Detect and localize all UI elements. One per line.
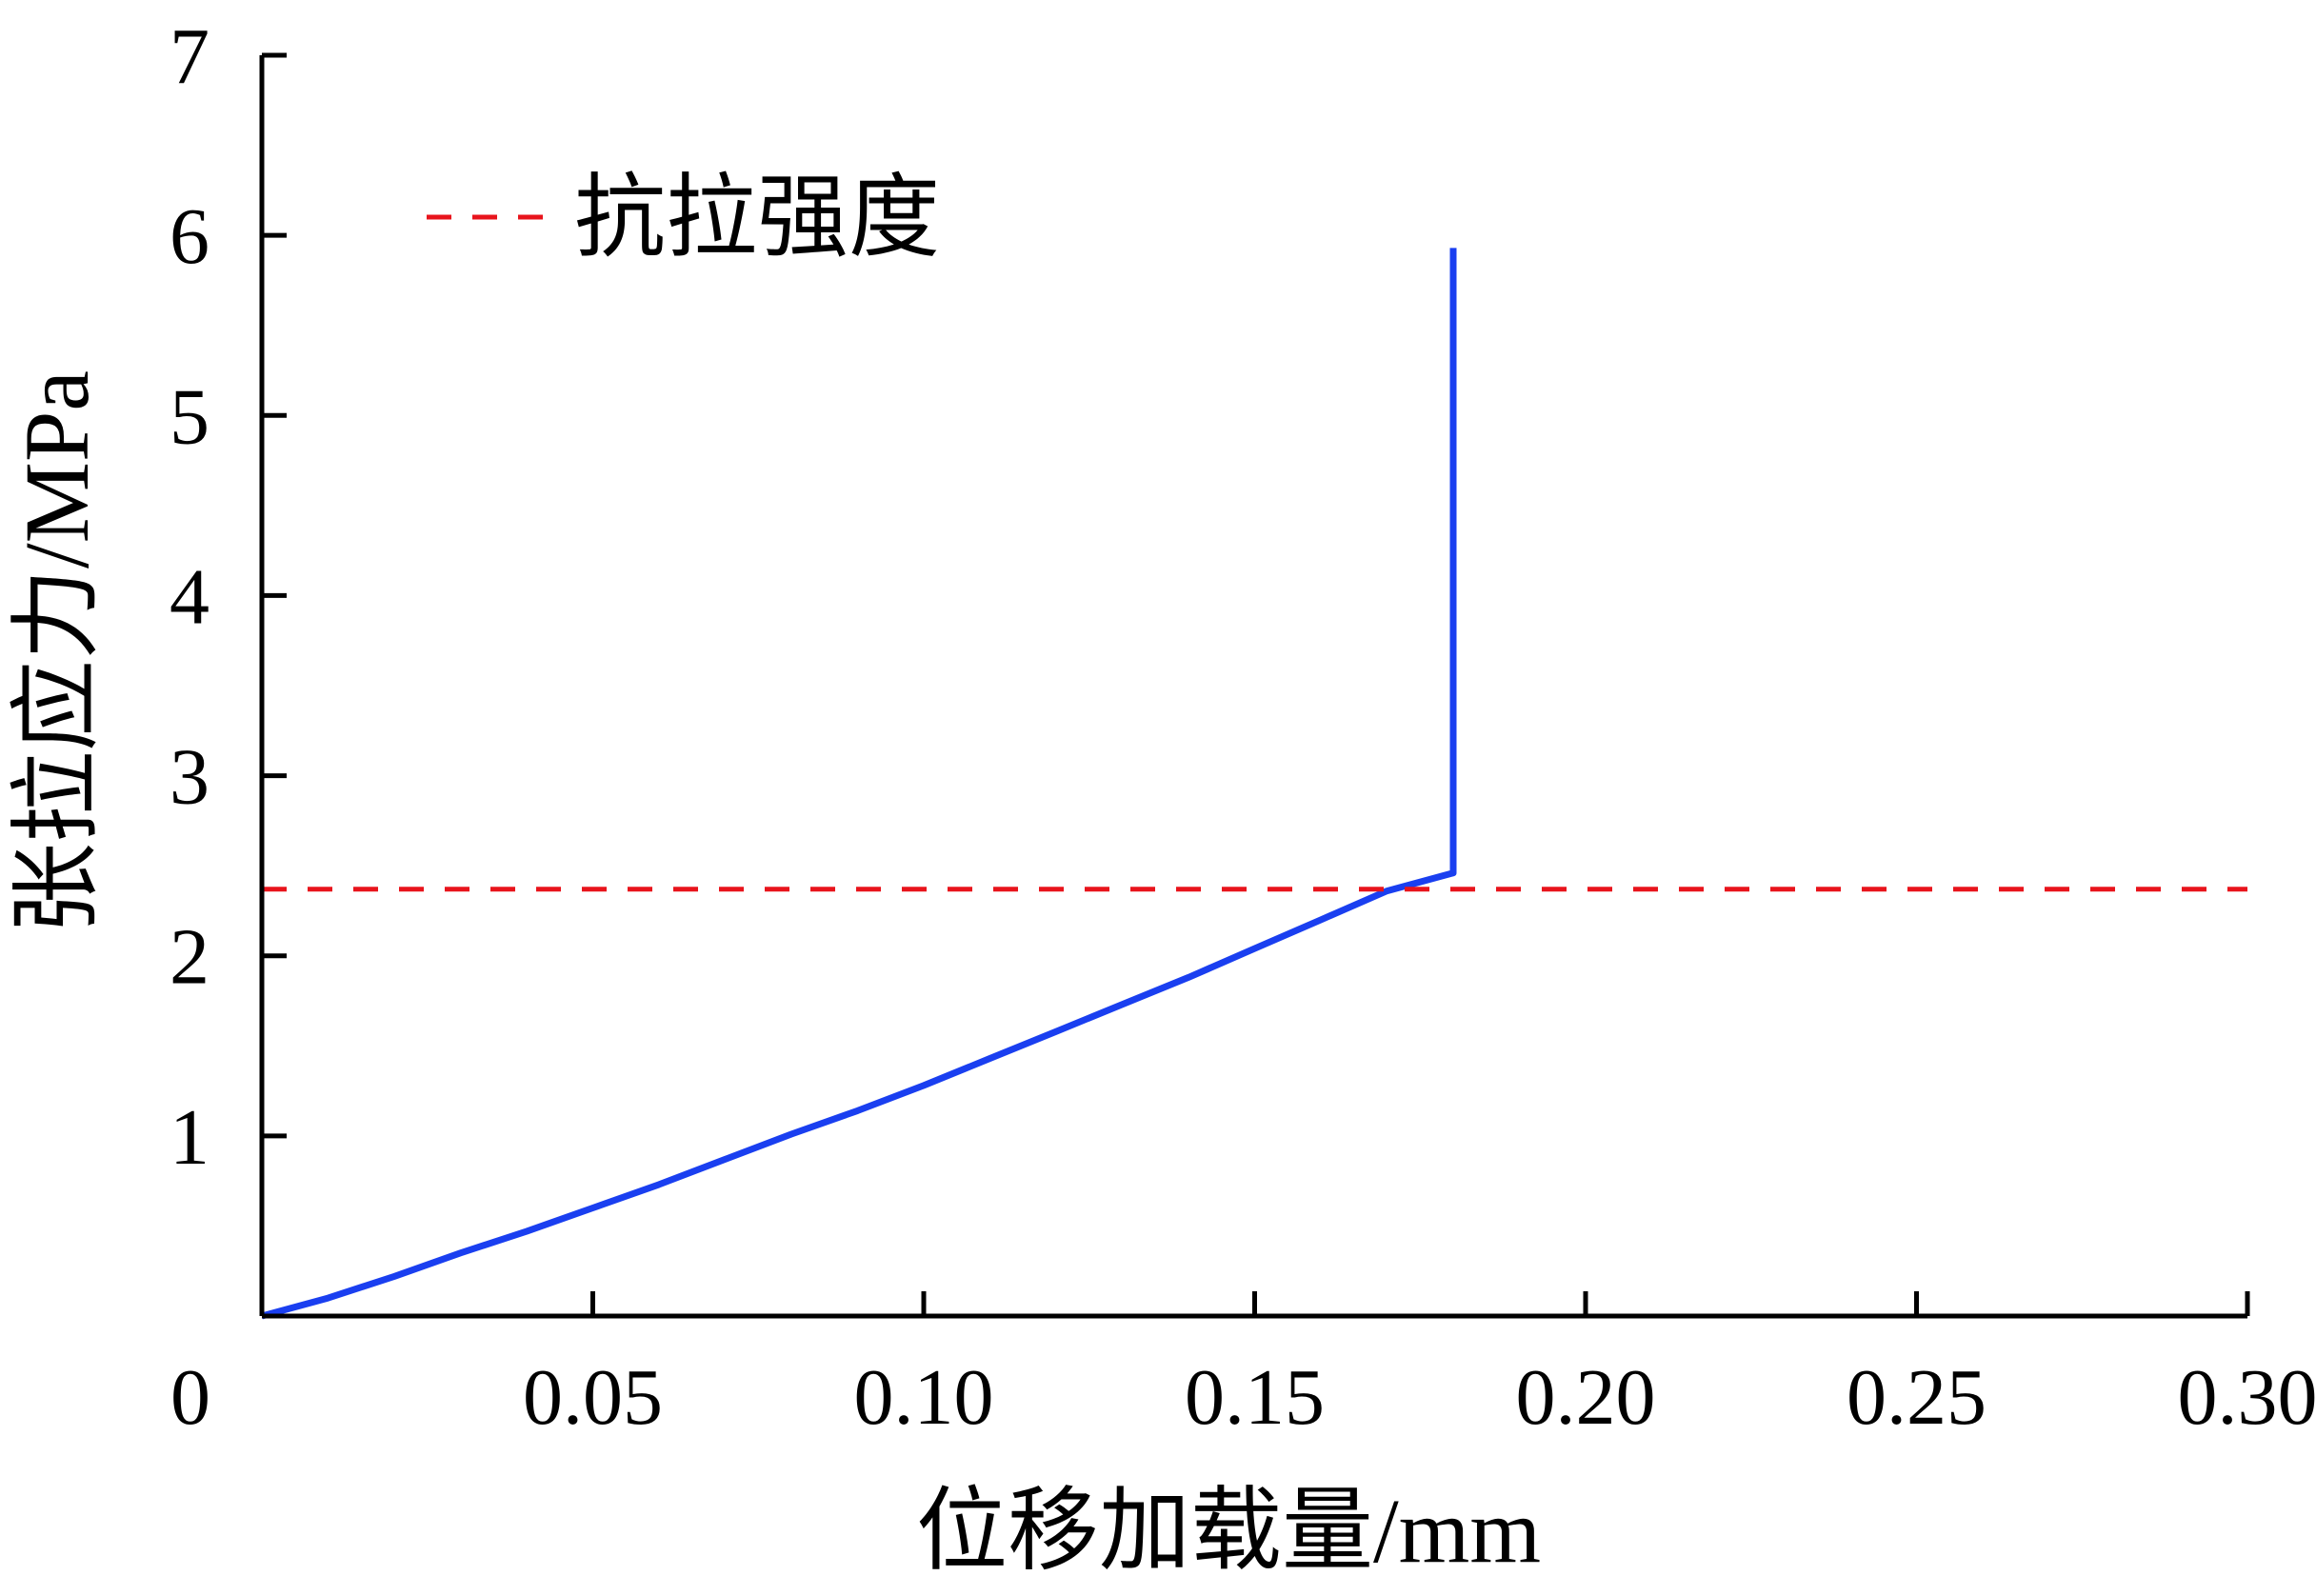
y-tick-label: 3 bbox=[170, 733, 210, 822]
x-tick-label: 0.15 bbox=[1185, 1353, 1325, 1442]
legend: 抗拉强度 bbox=[427, 167, 940, 269]
ticks: 0 0.05 0.10 0.15 0.20 0.25 0.30 1 2 3 4 5 6 7 bbox=[170, 12, 2316, 1442]
y-tick-label: 4 bbox=[170, 552, 210, 641]
axes bbox=[259, 55, 2247, 1319]
x-axis-label: 位移加载量/mm bbox=[916, 1480, 1541, 1582]
plot-area bbox=[261, 248, 2247, 1320]
x-tick-label: 0.30 bbox=[2178, 1353, 2316, 1442]
y-tick-label: 7 bbox=[170, 12, 210, 101]
x-tick-label: 0 bbox=[170, 1353, 210, 1442]
x-tick-label: 0.05 bbox=[523, 1353, 663, 1442]
x-tick-label: 0.20 bbox=[1516, 1353, 1656, 1442]
legend-label: 抗拉强度 bbox=[574, 167, 940, 269]
x-tick-label: 0.25 bbox=[1847, 1353, 1987, 1442]
y-axis-label: 张拉应力/MPa bbox=[6, 370, 108, 934]
y-tick-label: 2 bbox=[170, 913, 210, 1002]
y-tick-label: 5 bbox=[170, 372, 210, 461]
y-tick-label: 1 bbox=[170, 1093, 210, 1182]
stress-curve bbox=[261, 248, 1457, 1320]
x-tick-label: 0.10 bbox=[854, 1353, 994, 1442]
y-tick-label: 6 bbox=[170, 192, 210, 281]
